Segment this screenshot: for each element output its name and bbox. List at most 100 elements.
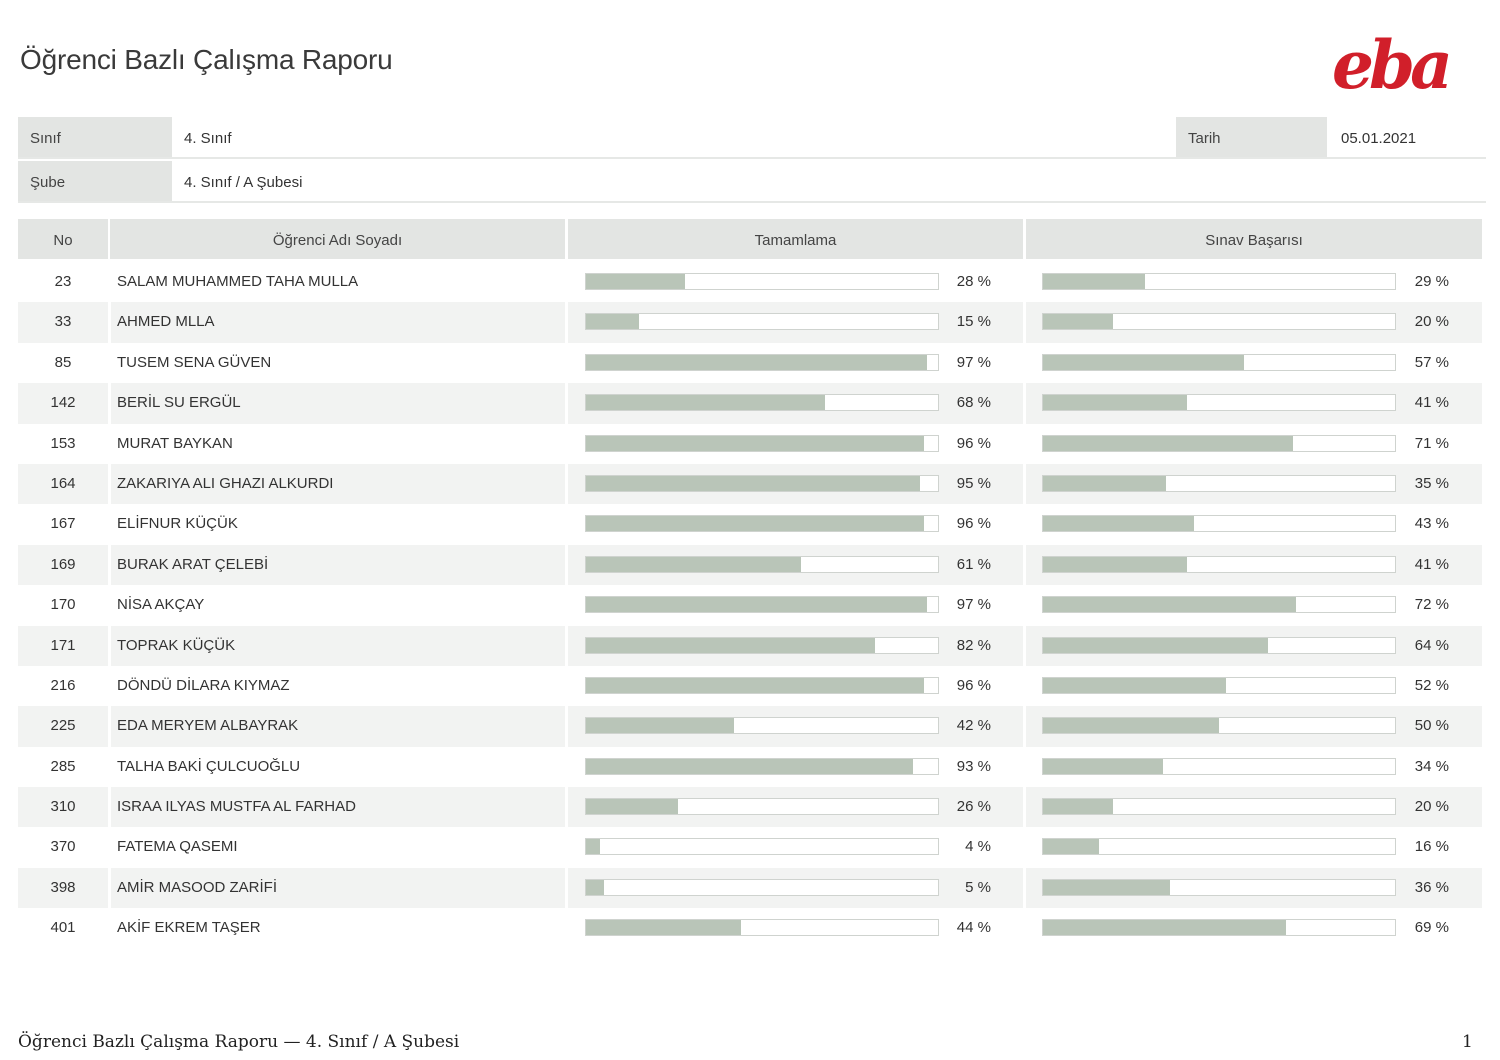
table-row: 142 BERİL SU ERGÜL 68 % 41 % <box>18 383 1482 424</box>
column-separator <box>565 908 568 949</box>
student-no: 370 <box>50 838 76 856</box>
completion-bar-fill <box>586 718 734 734</box>
table-row: 285 TALHA BAKİ ÇULCUOĞLU 93 % 34 % <box>18 746 1482 788</box>
column-separator <box>565 423 568 464</box>
exam-bar-fill <box>1043 314 1114 330</box>
completion-bar-fill <box>586 314 639 330</box>
completion-bar-fill <box>586 597 928 613</box>
exam-bar-fill <box>1043 758 1163 774</box>
column-separator <box>108 827 111 868</box>
exam-bar-fill <box>1043 516 1195 532</box>
column-separator <box>565 787 568 828</box>
table-row: 23 SALAM MUHAMMED TAHA MULLA 28 % 29 % <box>18 262 1482 303</box>
completion-percent: 28 % <box>956 273 991 290</box>
completion-percent: 4 % <box>965 838 991 856</box>
completion-bar-fill <box>586 475 921 491</box>
student-no: 285 <box>50 757 76 775</box>
exam-percent: 71 % <box>1414 434 1449 452</box>
sube-value: 4. Sınıf / A Şubesi <box>184 174 303 191</box>
column-separator <box>565 463 568 505</box>
exam-percent: 29 % <box>1414 273 1449 290</box>
table-row: 370 FATEMA QASEMI 4 % 16 % <box>18 827 1482 868</box>
column-separator <box>565 342 568 384</box>
page-title: Öğrenci Bazlı Çalışma Raporu <box>20 44 393 75</box>
completion-percent: 15 % <box>956 313 991 331</box>
eba-logo: eba <box>1332 26 1454 102</box>
student-no: 225 <box>50 717 76 735</box>
exam-bar <box>1042 313 1396 331</box>
completion-bar <box>585 676 939 694</box>
completion-bar-fill <box>586 839 601 855</box>
student-no: 153 <box>50 434 76 452</box>
student-no: 33 <box>54 313 72 331</box>
student-name: NİSA AKÇAY <box>117 596 205 614</box>
exam-bar <box>1042 474 1396 492</box>
column-separator <box>1023 342 1026 384</box>
column-separator <box>565 544 568 586</box>
exam-bar-fill <box>1043 637 1269 653</box>
completion-bar-fill <box>586 435 924 451</box>
exam-bar-fill <box>1043 920 1286 936</box>
completion-percent: 26 % <box>956 798 991 816</box>
table-row: 85 TUSEM SENA GÜVEN 97 % 57 % <box>18 342 1482 384</box>
column-separator <box>108 262 111 303</box>
column-separator <box>108 746 111 788</box>
completion-bar <box>585 596 939 614</box>
student-table: 23 SALAM MUHAMMED TAHA MULLA 28 % 29 % 33 AHM… <box>18 262 1482 949</box>
sinif-label: Sınıf <box>18 117 172 157</box>
exam-percent: 16 % <box>1414 838 1449 856</box>
student-name: AKİF EKREM TAŞER <box>117 919 261 937</box>
exam-percent: 41 % <box>1414 555 1449 573</box>
column-separator <box>1023 908 1026 949</box>
exam-bar-fill <box>1043 395 1188 411</box>
column-separator <box>1023 504 1026 545</box>
student-name: ISRAA ILYAS MUSTFA AL FARHAD <box>117 798 356 816</box>
student-no: 170 <box>50 596 76 614</box>
exam-bar <box>1042 596 1396 614</box>
exam-percent: 34 % <box>1414 757 1449 775</box>
column-separator <box>565 262 568 303</box>
student-no: 169 <box>50 555 76 573</box>
column-separator <box>108 706 111 747</box>
exam-bar-fill <box>1043 597 1297 613</box>
column-separator <box>108 625 111 666</box>
table-row: 169 BURAK ARAT ÇELEBİ 61 % 41 % <box>18 544 1482 586</box>
sinif-value: 4. Sınıf <box>184 130 232 147</box>
exam-bar <box>1042 676 1396 694</box>
exam-percent: 50 % <box>1414 717 1449 735</box>
exam-percent: 64 % <box>1414 636 1449 654</box>
completion-bar-fill <box>586 556 801 572</box>
completion-bar-fill <box>586 395 826 411</box>
exam-percent: 72 % <box>1414 596 1449 614</box>
completion-bar <box>585 919 939 937</box>
completion-percent: 82 % <box>956 636 991 654</box>
student-no: 85 <box>54 353 72 371</box>
exam-percent: 41 % <box>1414 394 1449 412</box>
student-no: 401 <box>50 919 76 937</box>
exam-bar-fill <box>1043 799 1114 815</box>
column-separator <box>1023 585 1026 626</box>
table-row: 216 DÖNDÜ DİLARA KIYMAZ 96 % 52 % <box>18 665 1482 707</box>
student-name: BERİL SU ERGÜL <box>117 394 241 412</box>
completion-percent: 93 % <box>956 757 991 775</box>
column-separator <box>1023 625 1026 666</box>
student-name: ZAKARIYA ALI GHAZI ALKURDI <box>117 474 334 492</box>
column-separator <box>565 827 568 868</box>
completion-percent: 96 % <box>956 515 991 533</box>
tarih-value: 05.01.2021 <box>1341 130 1417 147</box>
column-separator <box>108 665 111 707</box>
completion-bar <box>585 798 939 816</box>
exam-bar-fill <box>1043 475 1167 491</box>
exam-bar <box>1042 394 1396 412</box>
exam-bar-fill <box>1043 274 1146 289</box>
header-completion: Tamamlama <box>568 219 1023 259</box>
exam-bar <box>1042 273 1396 290</box>
column-separator <box>108 908 111 949</box>
exam-bar-fill <box>1043 435 1293 451</box>
column-separator <box>565 504 568 545</box>
sube-label: Şube <box>18 161 172 201</box>
completion-bar <box>585 636 939 654</box>
completion-bar <box>585 313 939 331</box>
student-no: 23 <box>54 273 72 290</box>
completion-bar <box>585 555 939 573</box>
